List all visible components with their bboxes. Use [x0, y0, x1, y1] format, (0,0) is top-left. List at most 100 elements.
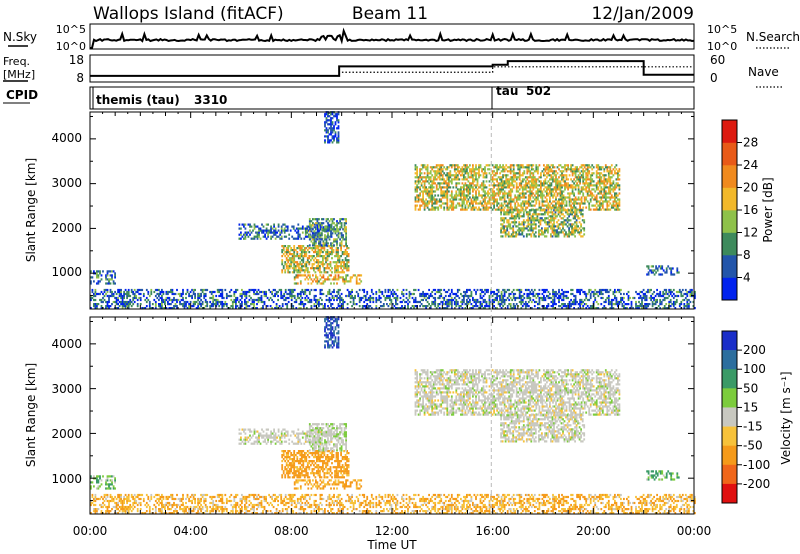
- scatter-cell: [334, 232, 337, 235]
- scatter-cell: [253, 290, 255, 294]
- scatter-cell: [330, 119, 332, 122]
- scatter-cell: [321, 244, 323, 247]
- scatter-cell: [501, 209, 504, 212]
- scatter-cell: [303, 249, 306, 252]
- scatter-cell: [342, 228, 344, 231]
- scatter-cell: [469, 164, 471, 167]
- scatter-cell: [326, 255, 329, 258]
- scatter-cell: [493, 204, 495, 207]
- scatter-cell: [473, 288, 476, 292]
- scatter-cell: [506, 206, 509, 209]
- scatter-cell: [588, 164, 591, 167]
- scatter-cell: [139, 303, 142, 306]
- scatter-cell: [369, 300, 372, 304]
- scatter-cell: [339, 238, 341, 241]
- scatter-cell: [446, 190, 449, 193]
- scatter-cell: [295, 307, 298, 310]
- scatter-cell: [537, 192, 539, 195]
- scatter-cell: [527, 296, 530, 300]
- scatter-cell: [336, 141, 338, 144]
- scatter-cell: [431, 184, 434, 187]
- scatter-cell: [653, 296, 655, 300]
- scatter-cell: [250, 296, 252, 300]
- scatter-cell: [334, 278, 337, 281]
- scatter-cell: [450, 192, 453, 195]
- scatter-cell: [606, 288, 609, 292]
- scatter-cell: [402, 307, 405, 310]
- scatter-cell: [485, 206, 488, 209]
- scatter-cell: [537, 208, 539, 211]
- freq-left-tick-top: 18: [69, 53, 84, 67]
- scatter-cell: [352, 274, 355, 277]
- scatter-cell: [517, 198, 520, 201]
- scatter-cell: [337, 135, 340, 138]
- scatter-cell: [428, 178, 430, 181]
- scatter-cell: [290, 253, 293, 256]
- scatter-cell: [669, 300, 672, 304]
- scatter-cell: [456, 294, 459, 298]
- scatter-cell: [475, 196, 477, 199]
- scatter-cell: [466, 290, 468, 294]
- scatter-cell: [519, 215, 522, 218]
- scatter-cell: [511, 182, 514, 185]
- scatter-cell: [598, 166, 601, 169]
- scatter-cell: [502, 194, 504, 197]
- scatter-cell: [617, 184, 619, 187]
- scatter-cell: [669, 288, 672, 292]
- scatter-cell: [239, 294, 242, 298]
- noise-right-top-tick: 10^5: [707, 23, 737, 36]
- scatter-cell: [530, 209, 533, 212]
- scatter-cell: [515, 186, 518, 189]
- scatter-cell: [138, 292, 141, 296]
- scatter-cell: [285, 257, 288, 260]
- scatter-cell: [114, 296, 116, 300]
- scatter-cell: [455, 305, 458, 308]
- scatter-cell: [405, 296, 408, 300]
- power-panel: 1000 2000 3000 4000 Slant Range [km] 481…: [24, 111, 775, 310]
- scatter-cell: [472, 190, 474, 193]
- scatter-cell: [335, 253, 338, 256]
- scatter-cell: [318, 218, 320, 221]
- scatter-cell: [580, 186, 583, 189]
- scatter-cell: [467, 180, 470, 183]
- scatter-cell: [440, 300, 443, 304]
- scatter-cell: [564, 198, 566, 201]
- scatter-cell: [453, 300, 456, 304]
- scatter-cell: [97, 270, 100, 273]
- scatter-cell: [336, 117, 338, 120]
- scatter-cell: [330, 244, 332, 247]
- scatter-cell: [573, 294, 575, 298]
- scatter-cell: [601, 288, 604, 292]
- scatter-cell: [518, 164, 521, 167]
- scatter-cell: [538, 164, 541, 167]
- scatter-cell: [293, 257, 296, 260]
- scatter-cell: [316, 282, 319, 285]
- scatter-cell: [501, 223, 504, 226]
- scatter-cell: [484, 172, 486, 175]
- scatter-cell: [547, 202, 550, 205]
- scatter-cell: [588, 202, 591, 205]
- scatter-cell: [553, 174, 556, 177]
- scatter-cell: [589, 176, 592, 179]
- scatter-cell: [212, 298, 215, 302]
- scatter-cell: [317, 263, 320, 266]
- scatter-cell: [340, 271, 342, 274]
- scatter-cell: [426, 200, 429, 203]
- scatter-cell: [287, 247, 290, 250]
- scatter-cell: [91, 288, 94, 292]
- scatter-cell: [453, 164, 456, 167]
- scatter-cell: [120, 288, 122, 292]
- scatter-cell: [574, 176, 577, 179]
- scatter-cell: [463, 170, 465, 173]
- scatter-cell: [320, 249, 323, 252]
- scatter-cell: [203, 292, 206, 296]
- scatter-cell: [241, 235, 244, 238]
- scatter-cell: [456, 202, 459, 205]
- scatter-cell: [330, 274, 332, 277]
- scatter-cell: [466, 202, 468, 205]
- scatter-cell: [281, 255, 284, 258]
- scatter-cell: [221, 303, 224, 306]
- scatter-cell: [133, 294, 136, 298]
- scatter-cell: [402, 294, 405, 298]
- scatter-cell: [100, 305, 103, 308]
